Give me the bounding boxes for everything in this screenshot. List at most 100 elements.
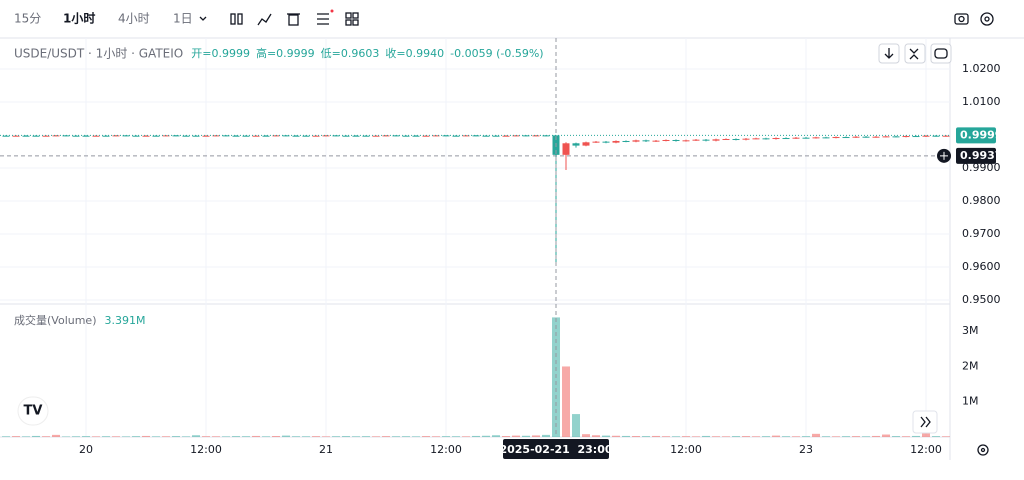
candle-body [72, 135, 80, 137]
volume-bar [252, 435, 260, 437]
candle-body [292, 135, 300, 137]
volume-bar [832, 436, 840, 437]
volume-bar [372, 436, 380, 437]
list-icon[interactable] [317, 9, 334, 25]
candle-body [152, 135, 160, 137]
volume-bar [902, 436, 910, 437]
scroll-down-button[interactable] [878, 43, 900, 64]
y-tick-label: 0.9600 [962, 260, 1001, 273]
axis-settings-icon[interactable] [977, 444, 989, 456]
candle-body [232, 135, 240, 137]
settings-icon[interactable] [980, 12, 994, 26]
candle-body [922, 135, 930, 137]
ohlc-value: 开=0.9999 [191, 47, 250, 60]
crosshair-time-label: 2025-02-21 23:00 [499, 443, 612, 456]
volume-bar [642, 436, 650, 437]
y-tick-label: 0.9700 [962, 227, 1001, 240]
candle-body [322, 135, 330, 137]
volume-tick-label: 3M [962, 324, 979, 337]
volume-bar [202, 436, 210, 437]
ohlc-value: 收=0.9940 [385, 46, 444, 60]
x-tick-label: 12:00 [430, 443, 462, 456]
candle-body [912, 136, 920, 138]
scroll-right-button[interactable] [912, 410, 938, 434]
volume-bar [722, 436, 730, 437]
volume-bar [612, 435, 620, 437]
volume-bar [382, 436, 390, 437]
volume-bar [932, 436, 940, 437]
volume-bar [442, 436, 450, 437]
interval-button[interactable]: 1小时 [63, 11, 95, 26]
volume-bar [362, 436, 370, 437]
candle-body [192, 135, 200, 137]
volume-bar [522, 435, 530, 437]
y-tick-label: 1.0200 [962, 62, 1001, 75]
volume-bar [912, 435, 920, 437]
volume-bar [712, 436, 720, 437]
reset-button[interactable] [930, 43, 952, 64]
candle-body [652, 140, 660, 142]
volume-bar [942, 436, 950, 437]
x-tick-label: 12:00 [670, 443, 702, 456]
volume-bar [512, 435, 520, 437]
volume-bar [572, 414, 580, 437]
volume-bar [562, 366, 570, 437]
volume-bar [312, 436, 320, 437]
volume-bar [302, 436, 310, 437]
volume-bar [42, 436, 50, 437]
interval-button[interactable]: 4小时 [118, 12, 150, 26]
volume-bar [122, 436, 130, 437]
candle-body [582, 142, 590, 146]
candle-body [762, 138, 770, 140]
volume-bar [852, 436, 860, 437]
volume-bar [282, 435, 290, 437]
volume-bar [232, 436, 240, 437]
tv-logo: TV [17, 396, 49, 426]
volume-bar [472, 435, 480, 437]
dropdown-arrow[interactable] [199, 16, 207, 21]
interval-button[interactable]: 1日 [173, 12, 193, 26]
delete-icon[interactable] [287, 13, 300, 26]
candle-body [682, 140, 690, 142]
candle-body [622, 140, 630, 142]
volume-bar [112, 436, 120, 437]
candle-body [742, 138, 750, 140]
candle-body [452, 135, 460, 137]
symbol-title: USDE/USDT · 1小时 · GATEIO [14, 47, 183, 61]
candle-body [182, 135, 190, 137]
candle-body [492, 135, 500, 137]
candle-body [772, 138, 780, 140]
volume-bar [272, 436, 280, 437]
volume-bar [82, 436, 90, 437]
scale-button[interactable] [904, 43, 926, 64]
volume-bar [502, 436, 510, 437]
candle-body [672, 139, 680, 141]
candle-body [222, 135, 230, 137]
candle-body [42, 135, 50, 137]
candle-body [532, 135, 540, 137]
volume-bar [332, 436, 340, 437]
candle-body [2, 135, 10, 137]
layout-icon[interactable] [345, 12, 359, 26]
crosshair-price-label: 0.9937 [960, 149, 1002, 162]
volume-bar [172, 436, 180, 437]
candle-body [792, 137, 800, 139]
ohlc-value: -0.0059 (-0.59%) [450, 47, 543, 60]
candle-body [312, 135, 320, 137]
indicator-icon[interactable] [257, 13, 272, 26]
candle-type-icon[interactable] [230, 13, 243, 25]
volume-bar [582, 434, 590, 437]
volume-bar [802, 436, 810, 437]
candle-body [712, 139, 720, 141]
volume-bar [492, 435, 500, 437]
candle-body [132, 135, 140, 137]
camera-icon[interactable] [954, 13, 969, 25]
volume-bar [702, 435, 710, 437]
volume-bar [862, 436, 870, 437]
volume-bar [632, 436, 640, 437]
candle-body [82, 135, 90, 137]
interval-button[interactable]: 15分 [14, 12, 41, 26]
candle-body [342, 135, 350, 137]
